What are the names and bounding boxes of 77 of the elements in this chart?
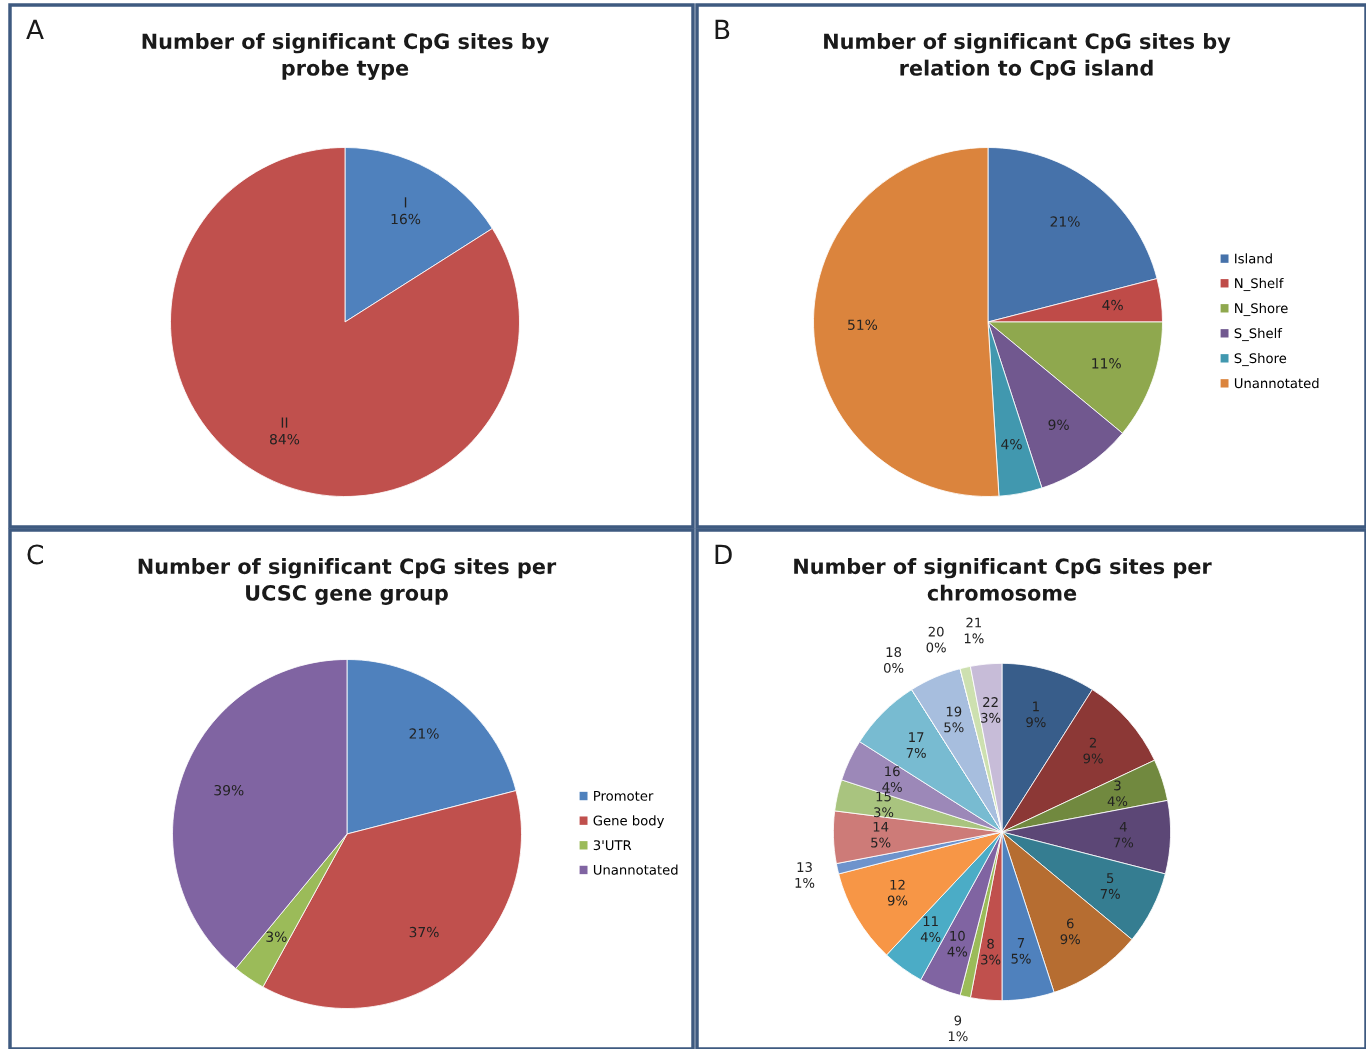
slice-label: 13: [797, 862, 812, 873]
data-label: 3%: [874, 807, 894, 818]
slice-label: 12: [890, 879, 905, 890]
slice-label: 3: [1114, 780, 1121, 791]
slice-label: 7: [1017, 938, 1025, 948]
slice-label: 8: [987, 938, 994, 949]
slice-label: I: [404, 197, 407, 208]
text: 0%: [883, 662, 904, 673]
data-label: 4%: [882, 782, 902, 793]
data-label: 9%: [1060, 934, 1080, 945]
legend-label: Unannotated: [1234, 377, 1319, 389]
data-label: 7%: [906, 747, 926, 758]
slice-label: 10: [950, 930, 965, 941]
data-label: 5%: [1011, 953, 1031, 964]
legend-label: 3'UTR: [593, 840, 632, 851]
legend-label: S_Shelf: [1234, 327, 1283, 342]
legend-label: Unannotated: [593, 864, 678, 875]
slice-label: 2: [1089, 737, 1096, 748]
chart-title: Number of significant CpG sites by probe type: [142, 33, 549, 80]
data-label: 21%: [409, 728, 439, 739]
slice-label: 17: [909, 732, 924, 742]
data-label: 37%: [409, 926, 439, 938]
data-label: 4%: [947, 946, 968, 957]
chart-title: Number of significant CpG sites per UCSC gene group: [138, 558, 557, 605]
slice-label: 1: [1033, 701, 1039, 712]
data-label: 3%: [981, 712, 1001, 723]
slice-label: II: [281, 417, 288, 428]
slice-label: 4: [1119, 821, 1127, 832]
data-label: 1%: [948, 1031, 968, 1042]
category-label: 18: [886, 647, 902, 658]
data-label: 9%: [1048, 419, 1069, 430]
text: D: [715, 544, 732, 565]
data-label: 7%: [1100, 888, 1120, 899]
legend-label: Gene body: [593, 815, 665, 829]
text: B: [715, 19, 730, 40]
data-label: 9%: [1026, 717, 1046, 728]
pie-slice: [170, 147, 520, 497]
data-label: 4%: [1102, 299, 1123, 311]
slice-label: 6: [1066, 918, 1074, 929]
chart-title: Number of significant CpG sites by relation to CpG island: [824, 33, 1231, 80]
data-label: 3%: [981, 954, 1001, 965]
data-label: 5%: [871, 837, 891, 848]
data-label: 9%: [1083, 753, 1103, 764]
text: C: [27, 544, 43, 565]
data-label: 16%: [391, 213, 421, 225]
data-label: 11%: [1092, 358, 1121, 369]
legend-label: N_Shore: [1235, 302, 1288, 317]
data-label: 84%: [269, 433, 300, 445]
legend-label: S_Shore: [1234, 352, 1287, 367]
data-label: 5%: [944, 722, 964, 733]
slice-label: 16: [885, 766, 900, 777]
legend-label: Island: [1235, 253, 1272, 264]
data-label: 39%: [214, 784, 244, 796]
data-label: 21%: [1050, 216, 1080, 227]
text: 0%: [926, 642, 946, 653]
data-label: 1%: [795, 877, 815, 888]
data-label: 4%: [920, 931, 941, 942]
slice-label: 11: [923, 916, 938, 926]
legend-label: Promoter: [594, 791, 654, 801]
slice-label: 14: [873, 821, 889, 832]
data-label: 4%: [1107, 796, 1128, 807]
data-label: 7%: [1113, 837, 1134, 848]
slice-label: 15: [876, 791, 891, 802]
slice-label: 9: [954, 1015, 962, 1026]
slice-label: 21: [966, 617, 982, 628]
data-label: 51%: [848, 319, 878, 330]
slice-label: 22: [983, 697, 998, 707]
data-label: 1%: [964, 633, 984, 644]
slice-label: 19: [946, 706, 962, 717]
data-label: 4%: [1001, 438, 1022, 450]
data-label: 9%: [887, 895, 908, 906]
category-label: 20: [928, 626, 944, 637]
data-label: 3%: [266, 931, 287, 942]
slice-label: 5: [1107, 873, 1114, 884]
text: A: [26, 19, 44, 40]
legend-label: N_Shelf: [1235, 277, 1284, 292]
chart-title: Number of significant CpG sites per chromosome: [794, 558, 1212, 601]
